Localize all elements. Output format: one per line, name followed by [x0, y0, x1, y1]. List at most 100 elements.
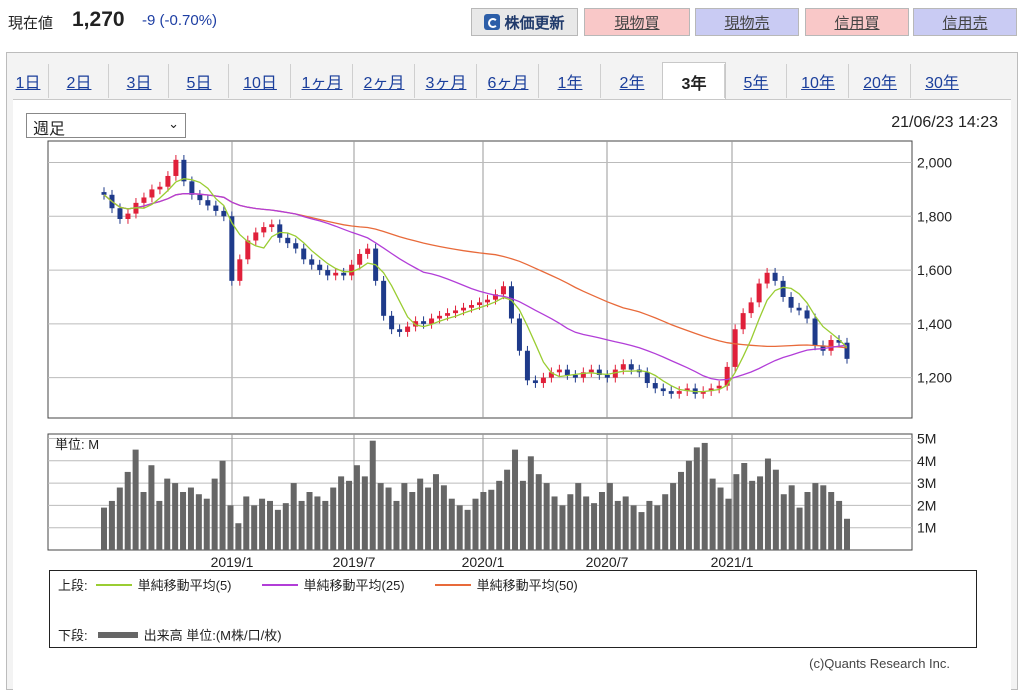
spot-sell-button[interactable]: 現物売 — [695, 8, 799, 36]
volume-bar — [757, 476, 764, 550]
tab-6[interactable]: 1ヶ月 — [290, 64, 353, 98]
tab-16[interactable]: 30年 — [910, 64, 973, 98]
candle-body — [197, 194, 203, 201]
tab-8[interactable]: 3ヶ月 — [414, 64, 477, 98]
tab-13[interactable]: 5年 — [724, 64, 787, 98]
tab-1[interactable]: 1日 — [15, 75, 41, 92]
candle-body — [660, 388, 666, 392]
volume-bar — [780, 494, 787, 550]
tab-7[interactable]: 2ヶ月 — [352, 64, 415, 98]
y-tick-label-2: 1,600 — [917, 262, 952, 278]
tab-9[interactable]: 6ヶ月 — [476, 64, 539, 98]
volume-bar — [432, 474, 439, 550]
candle-body — [325, 270, 331, 276]
legend-ma5: 単純移動平均(5) — [137, 578, 232, 593]
candle-body — [309, 259, 315, 265]
volume-bar — [614, 500, 621, 550]
volume-bar — [290, 483, 297, 550]
candle-body — [828, 340, 834, 351]
candle-body — [101, 192, 107, 195]
volume-bar — [330, 487, 337, 550]
volume-bar — [662, 494, 669, 550]
volume-tick-label-3: 2M — [917, 497, 936, 513]
spot-buy-button[interactable]: 現物買 — [584, 8, 690, 36]
volume-bar — [638, 512, 645, 550]
volume-bar — [788, 485, 795, 550]
tab-15[interactable]: 20年 — [848, 64, 911, 98]
volume-bar — [172, 483, 179, 550]
candle-body — [484, 299, 490, 303]
volume-bar — [567, 494, 574, 550]
candle-body — [157, 186, 163, 190]
candle-body — [165, 175, 171, 187]
volume-bar — [844, 518, 850, 550]
tab-12[interactable]: 3年 — [662, 62, 726, 100]
volume-bar — [314, 496, 321, 550]
volume-bar — [551, 496, 558, 550]
candle-body — [269, 224, 275, 228]
candle-body — [492, 294, 498, 300]
tab-10[interactable]: 1年 — [538, 64, 601, 98]
volume-bar — [828, 492, 835, 550]
tab-4[interactable]: 5日 — [168, 64, 229, 98]
candle-body — [748, 302, 754, 314]
volume-bar — [820, 485, 827, 550]
y-tick-label-4: 1,200 — [917, 370, 952, 386]
volume-bar — [559, 505, 566, 550]
legend-ma5-line — [95, 583, 132, 586]
period-select[interactable]: 週足 ⌄ — [26, 113, 186, 138]
volume-bar — [772, 469, 779, 550]
candle-body — [612, 369, 618, 378]
volume-bar — [266, 500, 273, 550]
candle-body — [572, 374, 578, 378]
volume-bar — [377, 483, 384, 550]
margin-sell-button[interactable]: 信用売 — [913, 8, 1017, 36]
candle-body — [740, 313, 746, 330]
tab-14[interactable]: 10年 — [786, 64, 849, 98]
tab-3[interactable]: 3日 — [108, 64, 169, 98]
volume-bar — [227, 505, 234, 550]
tab-5[interactable]: 10日 — [228, 64, 291, 98]
volume-bar — [306, 492, 313, 550]
candle-body — [580, 372, 586, 378]
candle-body — [117, 208, 123, 219]
candle-body — [700, 391, 706, 394]
candle-body — [293, 243, 299, 249]
x-tick-label-4: 2021/1 — [711, 554, 754, 570]
margin-buy-button[interactable]: 信用買 — [805, 8, 909, 36]
volume-bar — [180, 492, 187, 550]
x-tick-label-3: 2020/7 — [586, 554, 629, 570]
candle-body — [357, 253, 363, 265]
candle-body — [301, 248, 307, 260]
volume-bar — [124, 471, 131, 550]
candle-body — [229, 216, 235, 281]
volume-bar — [598, 492, 605, 550]
tab-2[interactable]: 2日 — [48, 64, 109, 98]
candle-body — [285, 237, 291, 244]
candle-body — [141, 197, 147, 203]
x-tick-label-2: 2020/1 — [462, 554, 505, 570]
candle-body — [604, 374, 610, 378]
candle-body — [804, 310, 810, 319]
candle-body — [365, 248, 371, 254]
candle-body — [844, 342, 850, 359]
candle-body — [732, 329, 738, 367]
candle-body — [548, 372, 554, 378]
candle-body — [508, 286, 514, 319]
refresh-price-button[interactable]: 株価更新 — [471, 8, 578, 36]
tab-11[interactable]: 2年 — [600, 64, 663, 98]
volume-bar — [678, 471, 685, 550]
volume-bar — [393, 500, 400, 550]
volume-bar — [456, 505, 463, 550]
candle-body — [652, 383, 658, 389]
price-header: 現在値 1,270 -9 (-0.70%) 株価更新 現物買 現物売 信用買 信… — [0, 0, 1024, 44]
candle-body — [341, 272, 347, 276]
candle-body — [461, 307, 467, 311]
legend-upper-label: 上段: — [58, 578, 88, 593]
candle-body — [213, 205, 219, 211]
volume-bar — [543, 483, 550, 550]
volume-bar — [148, 465, 155, 550]
volume-bar — [219, 460, 226, 550]
volume-bar — [480, 492, 487, 550]
current-price-label: 現在値 — [8, 15, 54, 32]
